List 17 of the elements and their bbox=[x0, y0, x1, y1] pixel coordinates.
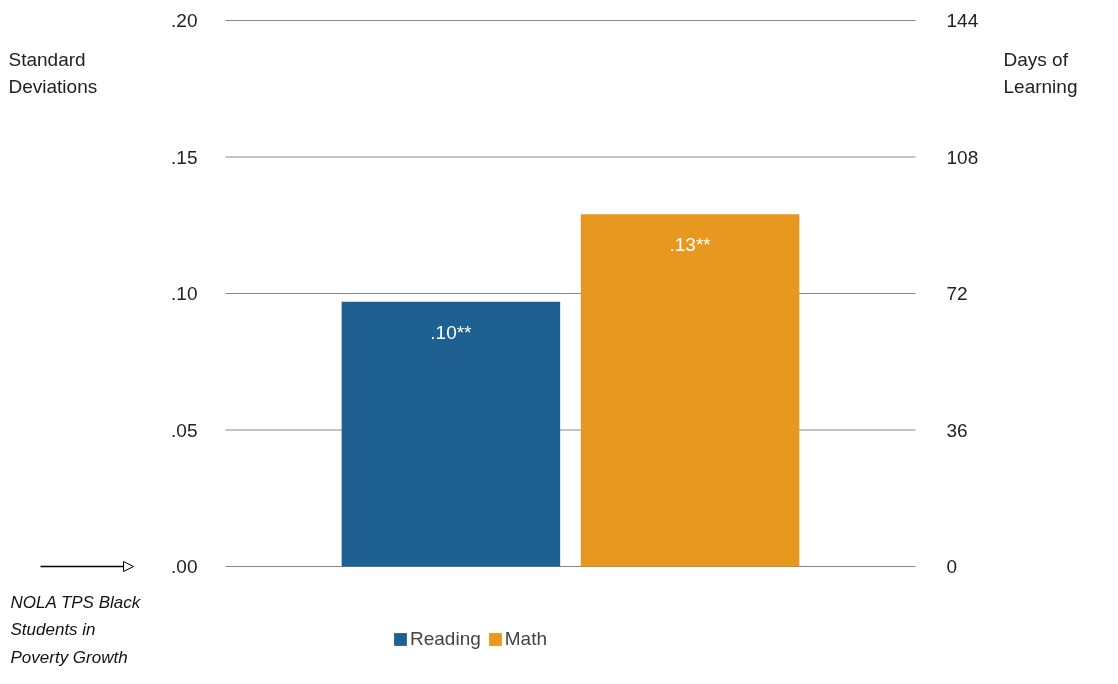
legend-label: Reading bbox=[410, 628, 481, 650]
y2-tick-label: 108 bbox=[946, 146, 979, 168]
data-label: .13** bbox=[669, 234, 712, 256]
y-tick-label: .05 bbox=[171, 419, 198, 441]
y2-axis-title: Days of Learning bbox=[1003, 48, 1078, 97]
y-axis-title: Standard Deviations bbox=[8, 48, 98, 97]
y2-tick-label: 36 bbox=[946, 419, 968, 441]
data-label: .10** bbox=[430, 321, 473, 343]
y-tick-label: .00 bbox=[171, 556, 198, 577]
y-tick-label: .10 bbox=[171, 283, 198, 304]
y-tick-label: .20 bbox=[171, 10, 198, 31]
legend-label: Math bbox=[504, 628, 548, 650]
text: NOLA TPS Black Students in Poverty Growth bbox=[10, 592, 142, 667]
y2-tick-label: 144 bbox=[946, 10, 979, 31]
y-tick-label: .15 bbox=[171, 146, 198, 168]
y2-tick-label: 72 bbox=[946, 283, 968, 304]
y2-tick-label: 0 bbox=[946, 556, 958, 577]
